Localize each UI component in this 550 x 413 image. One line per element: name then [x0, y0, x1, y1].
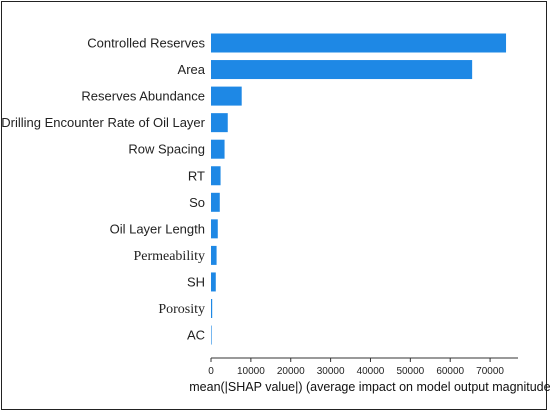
x-tick-label: 0 — [208, 366, 214, 377]
category-label: Oil Layer Length — [110, 221, 205, 236]
category-label: Row Spacing — [128, 142, 205, 157]
bar-ac — [211, 325, 212, 345]
category-label: Reserves Abundance — [81, 89, 205, 104]
bar-so — [211, 192, 220, 212]
bar-sh — [211, 272, 216, 292]
category-labels-group: Controlled Reserves Area Reserves Abundanc… — [1, 36, 206, 343]
x-tick-label: 10000 — [237, 366, 265, 377]
bar-oil-layer-length — [211, 219, 218, 239]
bar-drilling-encounter-rate-of-oil-layer — [211, 113, 228, 133]
bar-controlled-reserves — [211, 33, 507, 53]
x-tick-label: 70000 — [476, 366, 504, 377]
category-label: AC — [187, 328, 205, 343]
x-axis-label: mean(|SHAP value|) (average impact on mo… — [189, 380, 550, 394]
category-label: SH — [187, 274, 205, 289]
x-tick-label: 40000 — [357, 366, 385, 377]
bar-rt — [211, 166, 221, 186]
x-ticks-group: 0 10000 20000 30000 40000 50000 60000 70000 — [208, 358, 504, 377]
bars-group — [211, 33, 507, 345]
category-label: So — [189, 195, 205, 210]
bar-permeability — [211, 245, 217, 265]
category-label: Controlled Reserves — [87, 36, 205, 51]
category-label: Drilling Encounter Rate of Oil Layer — [1, 115, 205, 130]
x-tick-label: 30000 — [317, 366, 345, 377]
bar-porosity — [211, 299, 213, 318]
x-tick-label: 50000 — [396, 366, 424, 377]
category-label: RT — [188, 168, 205, 183]
category-label: Area — [178, 62, 206, 77]
category-label: Permeability — [133, 249, 205, 264]
bar-area — [211, 60, 473, 80]
bar-row-spacing — [211, 139, 225, 159]
category-label: Porosity — [158, 302, 205, 317]
bar-reserves-abundance — [211, 86, 242, 106]
x-tick-label: 20000 — [277, 366, 305, 377]
x-tick-label: 60000 — [436, 366, 464, 377]
